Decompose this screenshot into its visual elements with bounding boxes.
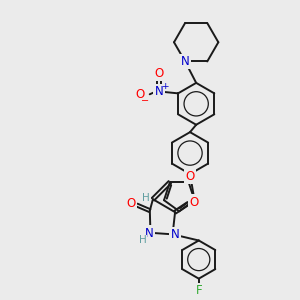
Text: H: H bbox=[139, 236, 147, 245]
Text: +: + bbox=[161, 82, 168, 91]
Text: O: O bbox=[154, 67, 164, 80]
Text: O: O bbox=[136, 88, 145, 101]
Text: H: H bbox=[142, 193, 150, 203]
Text: O: O bbox=[127, 197, 136, 210]
Text: O: O bbox=[186, 169, 195, 183]
Text: F: F bbox=[196, 284, 203, 297]
Text: N: N bbox=[145, 226, 153, 240]
Text: −: − bbox=[141, 96, 149, 106]
Text: O: O bbox=[189, 196, 198, 208]
Text: N: N bbox=[181, 55, 190, 68]
Text: N: N bbox=[154, 85, 163, 98]
Text: N: N bbox=[171, 228, 179, 241]
